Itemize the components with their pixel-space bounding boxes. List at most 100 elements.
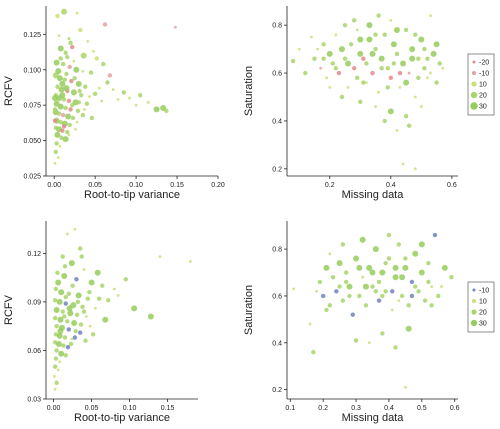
x-tick-label: 0.2 xyxy=(325,182,335,189)
x-axis-label: Root-to-tip variance xyxy=(74,412,170,424)
scatter-point xyxy=(330,275,336,280)
scatter-point xyxy=(57,316,64,323)
x-axis-label: Missing data xyxy=(342,189,405,201)
scatter-point xyxy=(53,356,59,361)
scatter-point xyxy=(393,345,398,350)
scatter-point xyxy=(440,285,443,288)
scatter-point xyxy=(63,301,68,306)
scatter-point xyxy=(54,323,59,329)
scatter-point xyxy=(376,279,382,285)
scatter-point xyxy=(412,250,419,257)
scatter-point xyxy=(56,298,63,305)
scatter-point xyxy=(357,36,364,43)
y-tick-label: 0.12 xyxy=(27,251,41,258)
scatter-point xyxy=(405,325,412,332)
scatter-point xyxy=(84,315,88,318)
scatter-point xyxy=(426,279,431,285)
scatter-point xyxy=(81,309,87,314)
x-tick-label: 0.05 xyxy=(85,405,99,412)
y-axis-label: RCFV xyxy=(3,294,15,325)
scatter-point xyxy=(373,32,378,37)
scatter-point xyxy=(390,41,397,48)
scatter-point xyxy=(290,58,296,64)
scatter-point xyxy=(385,66,390,71)
scatter-point xyxy=(80,52,87,59)
x-tick-label: 0.10 xyxy=(123,405,137,412)
scatter-point xyxy=(297,47,301,51)
scatter-point xyxy=(174,25,177,29)
scatter-point xyxy=(392,274,399,281)
scatter-point xyxy=(340,242,346,247)
scatter-point xyxy=(357,293,362,299)
scatter-point xyxy=(58,360,62,364)
y-tick-label: 0.6 xyxy=(272,71,282,78)
scatter-point xyxy=(58,86,65,93)
scatter-point xyxy=(422,66,427,71)
scatter-point xyxy=(366,22,373,29)
scatter-point xyxy=(53,59,60,66)
scatter-point xyxy=(88,279,95,286)
scatter-point xyxy=(78,246,83,251)
scatter-point xyxy=(74,312,80,318)
scatter-point xyxy=(413,284,418,289)
scatter-point xyxy=(380,293,385,299)
scatter-point xyxy=(61,61,66,67)
scatter-point xyxy=(358,99,363,104)
scatter-point xyxy=(53,307,60,313)
scatter-point xyxy=(75,80,82,87)
scatter-point xyxy=(379,269,386,276)
x-tick-label: 0.5 xyxy=(417,405,427,412)
scatter-point xyxy=(395,129,399,132)
x-tick-label: 0.05 xyxy=(88,182,102,189)
scatter-point xyxy=(311,349,316,355)
scatter-point xyxy=(56,111,62,116)
scatter-point xyxy=(340,298,346,303)
scatter-point xyxy=(52,374,56,378)
scatter-point xyxy=(416,56,421,61)
scatter-point xyxy=(64,71,69,77)
y-axis-label: Saturation xyxy=(243,66,255,116)
legend-swatch xyxy=(470,319,478,327)
scatter-point xyxy=(68,341,74,347)
scatter-point xyxy=(113,287,116,291)
scatter-point xyxy=(57,34,61,38)
scatter-point xyxy=(385,85,390,90)
scatter-point xyxy=(386,232,392,238)
scatter-point xyxy=(361,275,365,279)
scatter-point xyxy=(58,119,63,125)
scatter-point xyxy=(75,299,81,305)
scatter-point xyxy=(336,70,342,76)
scatter-point xyxy=(382,118,387,124)
scatter-point xyxy=(334,289,339,294)
legend-swatch xyxy=(471,81,477,87)
y-axis-label: RCFV xyxy=(3,75,15,106)
scatter-point xyxy=(379,66,384,71)
scatter-point xyxy=(355,28,359,32)
scatter-point xyxy=(350,312,355,317)
scatter-point xyxy=(67,133,71,137)
scatter-point xyxy=(418,36,425,43)
y-tick-label: 0.075 xyxy=(23,103,41,110)
scatter-point xyxy=(308,322,312,326)
scatter-point xyxy=(57,328,64,335)
scatter-point xyxy=(78,322,84,327)
scatter-point xyxy=(62,136,69,143)
scatter-point xyxy=(70,89,77,96)
scatter-point xyxy=(53,286,59,292)
scatter-point xyxy=(370,284,375,289)
scatter-point xyxy=(321,42,326,47)
scatter-point xyxy=(63,353,68,358)
scatter-point xyxy=(68,107,73,112)
scatter-point xyxy=(317,279,323,285)
scatter-point xyxy=(67,310,74,317)
scatter-point xyxy=(100,99,104,103)
scatter-point xyxy=(53,149,59,155)
x-tick-label: 0.6 xyxy=(447,182,457,189)
scatter-point xyxy=(67,122,72,128)
scatter-point xyxy=(70,337,74,341)
scatter-point xyxy=(422,46,427,52)
scatter-point xyxy=(366,36,373,43)
x-tick-label: 0.10 xyxy=(129,182,143,189)
scatter-point xyxy=(61,273,68,280)
